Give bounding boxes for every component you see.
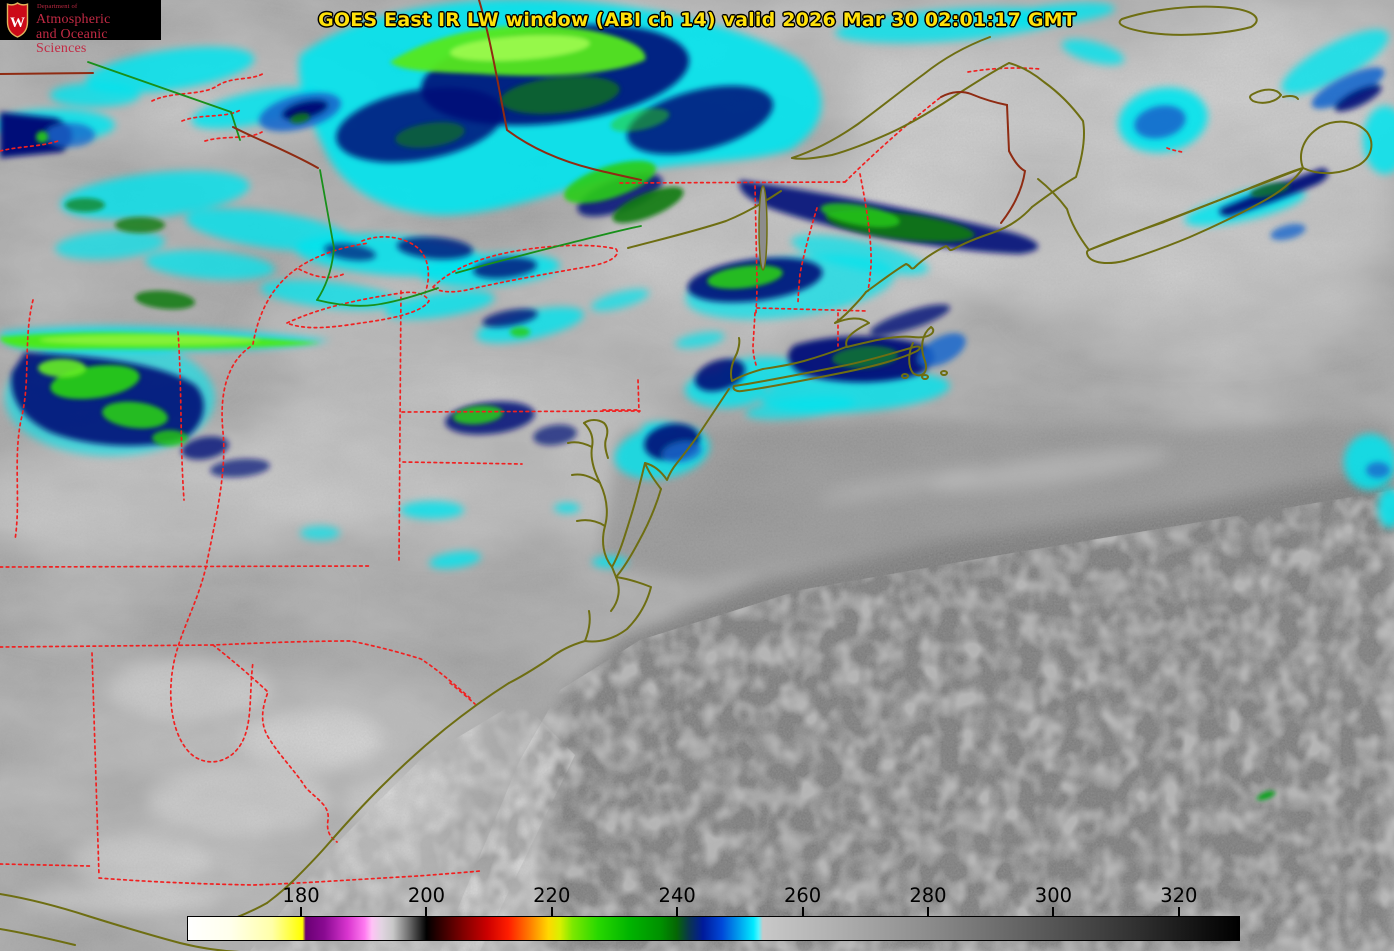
colorbar-tick-label: 200: [407, 884, 446, 907]
colorbar-tick: [300, 907, 303, 916]
colorbar-tick-label: 320: [1160, 884, 1198, 907]
colorbar-tick-label: 260: [783, 884, 822, 907]
uw-crest-icon: W: [6, 2, 29, 38]
colorbar-tick: [676, 907, 679, 916]
colorbar-tick: [801, 907, 804, 916]
colorbar-tick-label: 300: [1034, 884, 1073, 907]
logo-name-line2: and Oceanic Sciences: [36, 26, 108, 56]
colorbar-tick-label: 220: [533, 884, 571, 907]
colorbar-tick: [425, 907, 428, 916]
colorbar-tick-label: 240: [658, 884, 696, 907]
colorbar-tick-label: 280: [909, 884, 947, 907]
svg-text:W: W: [10, 15, 25, 31]
temperature-colorbar: 180 200 220 240 260 280 300 320: [187, 884, 1240, 942]
colorbar-tick: [1177, 907, 1180, 916]
uw-aos-logo: W Department of Atmospheric and Oceanic …: [0, 0, 161, 55]
colorbar-tick: [550, 907, 553, 916]
logo-department-line: Department of: [37, 3, 78, 10]
colorbar-tick: [926, 907, 929, 916]
colorbar-gradient: [187, 916, 1240, 941]
colorbar-tick-label: 180: [282, 884, 320, 907]
colorbar-tick: [1052, 907, 1055, 916]
logo-name-line1: Atmospheric: [36, 11, 111, 27]
